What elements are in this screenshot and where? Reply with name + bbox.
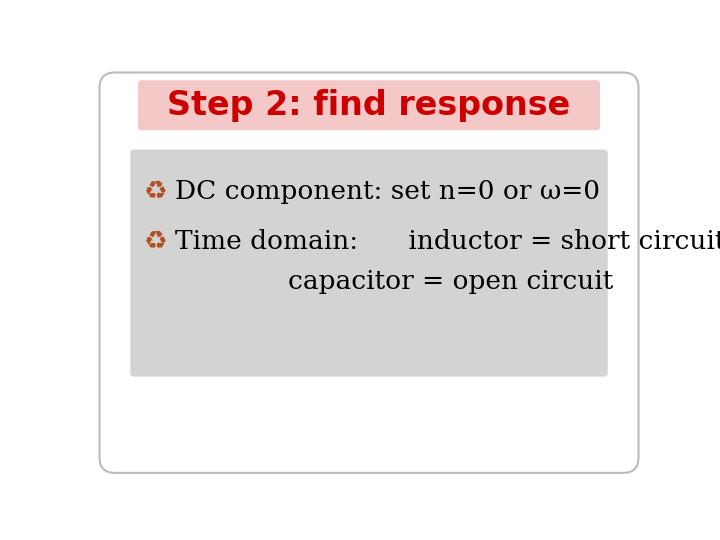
FancyBboxPatch shape [99,72,639,473]
Text: ♻: ♻ [144,229,168,255]
Text: DC component: set n=0 or ω=0: DC component: set n=0 or ω=0 [175,179,600,204]
Text: Time domain:      inductor = short circuit: Time domain: inductor = short circuit [175,230,720,254]
Text: ♻: ♻ [144,179,168,205]
Text: capacitor = open circuit: capacitor = open circuit [288,269,613,294]
Text: Step 2: find response: Step 2: find response [167,89,571,122]
FancyBboxPatch shape [138,80,600,130]
FancyBboxPatch shape [130,150,608,377]
